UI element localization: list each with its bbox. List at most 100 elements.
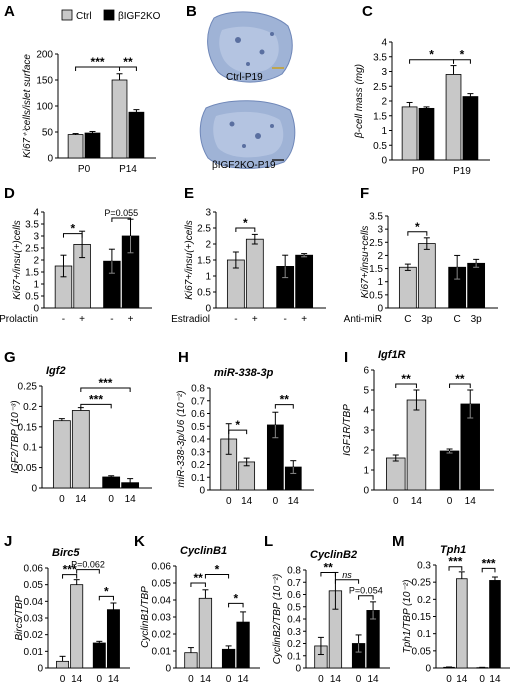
y-tick-label: 0 bbox=[37, 664, 43, 675]
y-tick-label: 1 bbox=[377, 277, 383, 288]
x-tick-label: 14 bbox=[108, 674, 120, 685]
significance-label: *** bbox=[91, 55, 105, 69]
x-tick-label: 14 bbox=[288, 496, 300, 507]
significance-bracket bbox=[62, 233, 83, 238]
significance-bracket bbox=[395, 383, 417, 388]
y-tick-label: 0.25 bbox=[18, 382, 38, 393]
y-tick-label: 3 bbox=[377, 225, 383, 236]
y-tick-label: 0.1 bbox=[287, 651, 301, 662]
significance-label: *** bbox=[63, 563, 77, 577]
x-tick-label: 14 bbox=[125, 494, 137, 505]
y-tick-label: 1 bbox=[381, 126, 387, 137]
significance-label: * bbox=[215, 563, 220, 577]
y-tick-label: 50 bbox=[42, 128, 54, 139]
y-tick-label: 0.04 bbox=[24, 597, 44, 608]
significance-label: ns bbox=[342, 570, 352, 580]
y-tick-label: 0 bbox=[31, 484, 37, 495]
panel-title: miR-338-3p bbox=[214, 367, 274, 379]
y-tick-label: 0 bbox=[381, 156, 387, 167]
y-tick-label: 4 bbox=[381, 38, 387, 49]
micrograph-ctrl-image: Ctrl-P19 bbox=[196, 6, 294, 89]
y-tick-label: 3.5 bbox=[373, 52, 387, 63]
bar bbox=[462, 96, 479, 161]
y-tick-label: 1 bbox=[33, 280, 39, 291]
y-tick-label: 0.01 bbox=[152, 647, 172, 658]
y-axis-label: β-cell mass (mg) bbox=[354, 64, 365, 139]
bar bbox=[245, 238, 264, 309]
y-tick-label: 0.5 bbox=[191, 422, 205, 433]
bar bbox=[467, 262, 486, 309]
y-axis-label: Ki67+/insu(+)cells bbox=[184, 220, 195, 299]
y-tick-label: 0.3 bbox=[417, 561, 431, 572]
y-tick-label: 0.06 bbox=[24, 564, 44, 575]
panel-m: M Tph1 0 0.05 0.1 0.15 0.2 0.25 0.3 Tph1/TBP (10⁻… bbox=[392, 533, 510, 685]
significance-bracket bbox=[235, 227, 256, 232]
y-tick-label: 2 bbox=[363, 446, 369, 457]
y-tick-label: 0.15 bbox=[412, 612, 432, 623]
significance-bracket bbox=[320, 571, 336, 577]
x-tick-label: 14 bbox=[71, 674, 83, 685]
y-tick-label: 0.1 bbox=[23, 443, 37, 454]
y-tick-label: 3 bbox=[381, 67, 387, 78]
y-tick-label: 0.15 bbox=[18, 422, 38, 433]
y-tick-label: 1 bbox=[205, 272, 211, 283]
significance-label: *** bbox=[448, 555, 462, 569]
y-tick-label: 0.03 bbox=[24, 614, 44, 625]
y-axis-label: Birc5/TBP bbox=[14, 595, 25, 640]
bar bbox=[386, 457, 406, 491]
y-tick-label: 0.2 bbox=[417, 595, 431, 606]
y-tick-label: 0.06 bbox=[152, 562, 172, 573]
panel-letter-l: L bbox=[264, 533, 273, 550]
y-tick-label: 4 bbox=[363, 406, 369, 417]
significance-label: ** bbox=[123, 55, 133, 69]
x-tick-label: + bbox=[128, 314, 134, 325]
significance-label: P=0.054 bbox=[349, 586, 383, 596]
panel-letter-b: B bbox=[186, 3, 197, 20]
y-axis-label: Ki67⁺⁾cells/islet surface bbox=[22, 54, 33, 158]
significance-label: * bbox=[235, 418, 240, 432]
y-tick-label: 0 bbox=[47, 154, 53, 165]
y-tick-label: 3.5 bbox=[369, 212, 383, 223]
y-tick-label: 150 bbox=[36, 76, 53, 87]
x-tick-label: 0 bbox=[393, 496, 399, 507]
significance-bracket bbox=[334, 579, 360, 584]
x-tick-label: + bbox=[79, 314, 85, 325]
micrograph-ko-caption: βIGF2KO-P19 bbox=[212, 160, 276, 171]
significance-bracket bbox=[76, 569, 100, 574]
bar bbox=[84, 132, 101, 159]
y-axis-label: Tph1/TBP (10⁻²) bbox=[402, 580, 413, 654]
y-axis-label: CyclinB2/TBP (10⁻²) bbox=[272, 574, 283, 664]
x-tick-label: 0 bbox=[479, 674, 485, 685]
x-tick-label: - bbox=[62, 314, 65, 325]
x-tick-label: P0 bbox=[78, 164, 91, 175]
significance-bracket bbox=[80, 403, 112, 409]
x-tick-label: 14 bbox=[241, 496, 253, 507]
panel-f: F 0 0.5 1 1.5 2 2.5 3 3.5 Ki67+/insu+cells C 3p C 3p A… bbox=[344, 185, 498, 325]
y-tick-label: 0 bbox=[363, 486, 369, 497]
bar bbox=[121, 482, 140, 489]
x-tick-label: 0 bbox=[446, 674, 452, 685]
y-tick-label: 0.04 bbox=[152, 596, 172, 607]
y-tick-label: 0.3 bbox=[191, 447, 205, 458]
y-tick-label: 2 bbox=[381, 97, 387, 108]
panel-k: K CyclinB1 0 0.01 0.02 0.03 0.04 0.05 0.06 Cyclin… bbox=[134, 533, 260, 685]
panel-title: CyclinB1 bbox=[180, 545, 227, 557]
y-tick-label: 0.4 bbox=[287, 615, 301, 626]
bar bbox=[236, 621, 250, 669]
significance-label: *** bbox=[89, 392, 103, 406]
panel-c: C 0 0.5 1 1.5 2 2.5 3 3.5 4 β-cell mass (mg) P0 P19 *… bbox=[354, 3, 490, 177]
bar bbox=[52, 420, 71, 489]
panel-letter-j: J bbox=[4, 533, 12, 550]
x-tick-label: 14 bbox=[411, 496, 423, 507]
bar bbox=[102, 476, 121, 489]
x-tick-label: 3p bbox=[421, 314, 433, 325]
panel-title: Igf2 bbox=[46, 365, 66, 377]
x-tick-label: 14 bbox=[368, 674, 380, 685]
significance-bracket bbox=[448, 566, 463, 571]
y-tick-label: 200 bbox=[36, 50, 53, 61]
x-tick-label: C bbox=[404, 314, 411, 325]
significance-label: * bbox=[429, 48, 434, 62]
x-tick-label: 0 bbox=[226, 496, 232, 507]
